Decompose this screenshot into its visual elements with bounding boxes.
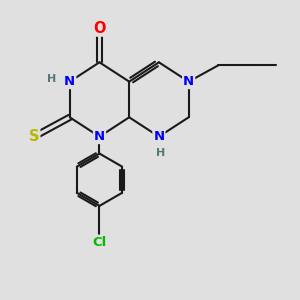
Text: S: S	[29, 129, 39, 144]
Text: H: H	[156, 148, 165, 158]
Text: H: H	[47, 74, 56, 84]
Text: N: N	[94, 130, 105, 143]
Text: N: N	[183, 75, 194, 88]
Text: O: O	[93, 21, 106, 36]
Text: Cl: Cl	[92, 236, 106, 249]
Text: N: N	[153, 130, 164, 143]
Text: N: N	[64, 75, 75, 88]
